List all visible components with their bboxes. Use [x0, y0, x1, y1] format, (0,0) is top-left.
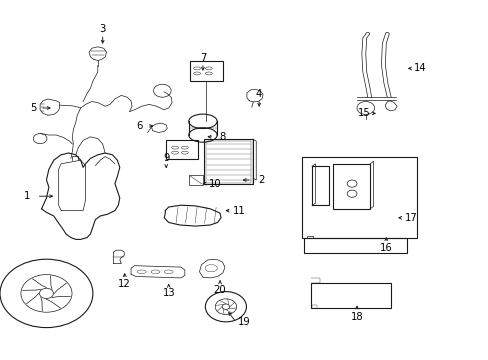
Text: 9: 9 — [163, 153, 169, 163]
Text: 18: 18 — [350, 312, 363, 322]
Bar — [302, 157, 416, 238]
Text: 2: 2 — [258, 175, 264, 185]
Bar — [188, 175, 203, 185]
Text: 7: 7 — [199, 53, 206, 63]
Text: 5: 5 — [30, 103, 37, 113]
Text: 1: 1 — [23, 191, 30, 201]
Text: 20: 20 — [213, 285, 226, 295]
Bar — [189, 61, 223, 81]
Bar — [304, 238, 406, 253]
Text: 14: 14 — [413, 63, 426, 73]
Text: 17: 17 — [404, 213, 416, 223]
Text: 15: 15 — [357, 108, 370, 118]
Text: 8: 8 — [219, 132, 225, 142]
Text: 19: 19 — [238, 317, 250, 327]
Text: 13: 13 — [162, 288, 175, 298]
Text: 11: 11 — [233, 206, 245, 216]
Text: 6: 6 — [136, 121, 142, 131]
Text: 4: 4 — [256, 89, 262, 99]
Bar — [310, 283, 390, 308]
Bar — [333, 164, 369, 209]
Text: 12: 12 — [118, 279, 131, 289]
Bar — [204, 139, 253, 184]
Bar — [166, 140, 198, 159]
Bar — [206, 141, 251, 183]
Text: 16: 16 — [379, 243, 392, 253]
Text: 3: 3 — [100, 24, 105, 34]
Text: 10: 10 — [208, 179, 221, 189]
